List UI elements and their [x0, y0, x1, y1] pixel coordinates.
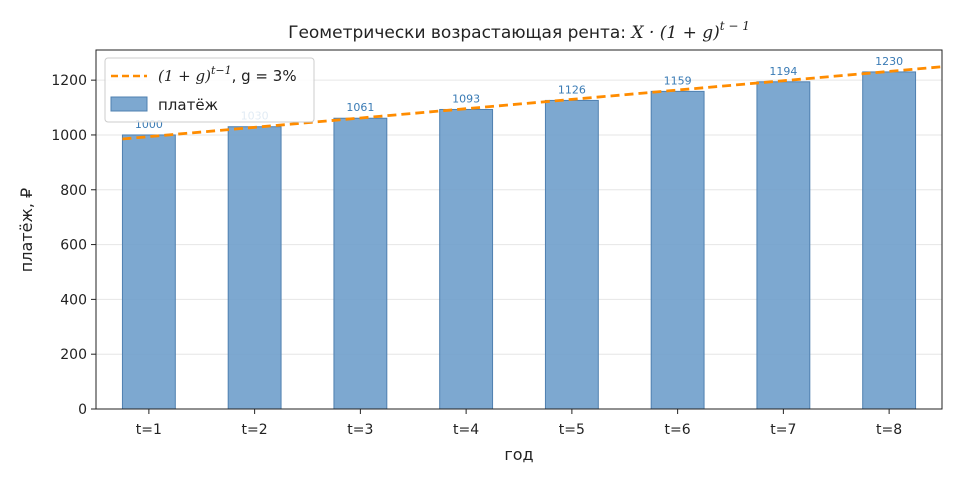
y-tick-label: 1000 [51, 128, 87, 144]
data-label: 1230 [875, 55, 903, 68]
legend: (1 + g)t−1, g = 3% платёж [104, 57, 315, 123]
legend-line-base: (1 + g) [158, 67, 211, 85]
legend-bar-label: платёж [158, 96, 218, 114]
plot-frame [95, 49, 943, 410]
legend-bar-swatch [110, 96, 148, 112]
x-tick-label: t=2 [242, 422, 268, 438]
trend-line [122, 65, 943, 141]
legend-box [104, 57, 315, 123]
bar [650, 90, 705, 410]
chart-title-formula: X · (1 + g) [629, 23, 719, 43]
x-tick-label: t=4 [453, 422, 479, 438]
y-tick-label: 1200 [51, 73, 87, 89]
x-tick-label: t=7 [770, 422, 796, 438]
x-tick-label: t=8 [876, 422, 902, 438]
bar [756, 81, 811, 410]
y-axis-label: платёж, ₽ [17, 188, 36, 272]
y-tick-label: 600 [60, 238, 87, 254]
legend-line-label: (1 + g)t−1, g = 3% [158, 64, 297, 85]
x-tick-label: t=3 [347, 422, 373, 438]
bar [544, 99, 599, 410]
bar [439, 108, 494, 410]
bars [121, 71, 917, 410]
data-label: 1126 [558, 83, 586, 96]
x-tick-label: t=5 [559, 422, 585, 438]
bar [333, 117, 388, 410]
axes: 0 200 400 600 800 1000 1200 t=1 t=2 t=3 t=4 t=5 t=6 t… [51, 49, 943, 438]
x-axis-label: год [504, 445, 533, 464]
x-tick-label: t=6 [665, 422, 691, 438]
data-label: 1061 [346, 101, 374, 114]
legend-line-exponent: t−1 [211, 64, 232, 77]
bar [227, 126, 282, 410]
chart-title-text: Геометрически возрастающая рента: [288, 23, 631, 43]
chart-title-exponent: t − 1 [720, 19, 750, 33]
y-tick-label: 0 [78, 402, 87, 418]
bar [121, 134, 176, 410]
data-label: 1093 [452, 92, 480, 105]
trend-line-layer [122, 65, 943, 141]
y-tick-label: 800 [60, 183, 87, 199]
chart-title: Геометрически возрастающая рента: X · (1… [288, 19, 750, 43]
data-label: 1159 [664, 74, 692, 87]
legend-line-suffix: , g = 3% [232, 67, 297, 85]
y-tick-label: 400 [60, 292, 87, 308]
x-tick-label: t=1 [136, 422, 162, 438]
y-tick-label: 200 [60, 347, 87, 363]
bar [862, 71, 917, 410]
data-label: 1194 [769, 65, 797, 78]
